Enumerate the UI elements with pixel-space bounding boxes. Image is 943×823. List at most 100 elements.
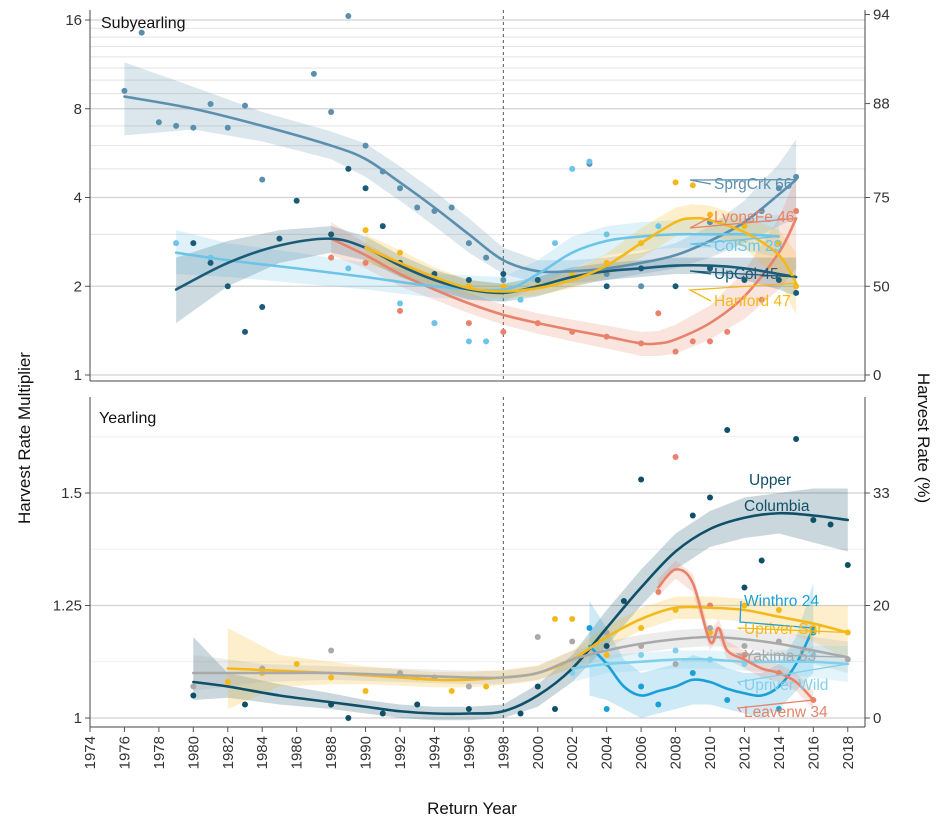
data-point-hanford-47 — [689, 182, 696, 189]
data-point-sprgcrk-66 — [483, 254, 490, 261]
label-leader-hanford-47 — [687, 282, 797, 302]
y-axis-title-right: Harvest Rate (%) — [914, 373, 933, 503]
data-point-upcol-45 — [672, 283, 679, 290]
data-point-upper-columbia — [827, 521, 834, 528]
data-point-sprgcrk-66 — [448, 204, 455, 211]
data-point-sprgcrk-66 — [155, 119, 162, 126]
series-line-upriver-wild — [570, 657, 850, 670]
data-point-upriver-wild — [638, 652, 645, 658]
data-point-upriver-spr — [569, 616, 576, 622]
label-leader-lyonsfe-46 — [689, 216, 797, 229]
series-line-upper-columbia — [192, 511, 850, 716]
data-point-winthro-24 — [638, 683, 645, 690]
data-point-upper-columbia — [620, 598, 627, 604]
data-point-hanford-47 — [775, 240, 782, 247]
data-point-leavenw-34 — [655, 589, 662, 595]
data-point-hanford-47 — [707, 211, 713, 218]
data-point-yakima-53 — [328, 647, 335, 654]
data-point-sprgcrk-66 — [397, 185, 403, 192]
data-point-colsm-29 — [397, 300, 403, 307]
data-point-upper-columbia — [190, 692, 197, 699]
data-point-upper-columbia — [603, 643, 610, 649]
data-point-upriver-wild — [672, 647, 679, 654]
y-tick-label: 16 — [65, 12, 82, 29]
y-right-tick-label: 0 — [873, 710, 881, 727]
data-point-yakima-53 — [190, 683, 197, 690]
label-leader-leavenw-34 — [736, 699, 814, 713]
series-label-colsm-29: ColSm 29 — [714, 238, 782, 255]
x-axis: 1974 1976 1978 1980 1982 1984 1986 1988 1990 1992… — [82, 380, 865, 769]
label-leader-yakima-53 — [735, 653, 848, 658]
data-point-sprgcrk-66 — [793, 173, 800, 180]
data-point-upper-columbia — [242, 701, 248, 708]
data-point-winthro-24 — [603, 706, 610, 712]
data-point-colsm-29 — [431, 320, 438, 327]
data-point-sprgcrk-66 — [500, 277, 507, 284]
series-label-upper-columbia: Columbia — [744, 498, 810, 515]
y-right-tick-label: 94 — [873, 7, 890, 24]
data-point-upriver-spr — [293, 661, 300, 667]
data-point-winthro-24 — [724, 697, 731, 703]
series-line-sprgcrk-66 — [123, 95, 798, 274]
y-right-tick-label: 50 — [873, 278, 890, 295]
x-tick-label: 1992 — [392, 736, 409, 769]
data-point-colsm-29 — [603, 231, 610, 238]
series-line-winthro-24 — [588, 626, 815, 698]
data-point-sprgcrk-66 — [465, 240, 472, 247]
x-tick-label: 2012 — [736, 736, 753, 769]
data-point-lyonsfe-46 — [397, 307, 403, 314]
label-leader-sprgcrk-66 — [689, 178, 797, 185]
data-point-upcol-45 — [293, 197, 300, 204]
data-point-sprgcrk-66 — [138, 29, 145, 36]
data-point-upcol-45 — [534, 277, 541, 284]
series-label-lyonsfe-46: LyonsFe 46 — [714, 209, 794, 226]
data-point-upper-columbia — [517, 710, 524, 717]
data-point-hanford-47 — [793, 283, 800, 290]
label-leader-winthro-24 — [739, 600, 814, 629]
x-tick-label: 2000 — [530, 736, 547, 769]
label-leader-colsm-29 — [689, 235, 779, 247]
data-point-sprgcrk-66 — [775, 185, 782, 192]
data-point-upriver-spr — [224, 679, 231, 685]
data-point-upper-columbia — [758, 557, 765, 564]
data-point-upcol-45 — [224, 283, 231, 290]
data-point-colsm-29 — [586, 158, 593, 165]
data-point-colsm-29 — [465, 338, 472, 345]
data-point-colsm-29 — [173, 240, 180, 247]
data-point-sprgcrk-66 — [242, 102, 248, 109]
data-point-upcol-45 — [741, 277, 748, 284]
y-right-tick-label: 88 — [873, 96, 890, 113]
x-tick-label: 2014 — [771, 736, 788, 769]
data-point-winthro-24 — [655, 701, 662, 708]
y-tick-label: 1.25 — [53, 598, 82, 615]
ci-ribbon-hanford-47 — [365, 204, 797, 315]
data-point-hanford-47 — [500, 283, 507, 290]
data-point-upper-columbia — [414, 701, 421, 708]
data-point-lyonsfe-46 — [500, 328, 507, 335]
ci-ribbon-lyonsfe-46 — [331, 176, 797, 356]
ci-ribbon-upcol-45 — [176, 226, 797, 324]
x-tick-label: 1988 — [323, 736, 340, 769]
data-point-upriver-spr — [448, 688, 455, 694]
data-point-sprgcrk-66 — [328, 108, 335, 115]
data-point-lyonsfe-46 — [328, 254, 335, 261]
series-line-colsm-29 — [174, 232, 781, 292]
x-tick-label: 1994 — [426, 736, 443, 769]
data-point-colsm-29 — [345, 265, 352, 272]
series-line-lyonsfe-46 — [329, 217, 798, 346]
data-point-upriver-spr — [603, 652, 610, 658]
data-point-yakima-53 — [465, 683, 472, 690]
data-point-yakima-53 — [707, 625, 713, 631]
y-right-tick-label: 0 — [873, 367, 881, 384]
data-point-upriver-spr — [328, 674, 335, 681]
x-tick-label: 2006 — [633, 736, 650, 769]
x-tick-label: 1996 — [461, 736, 478, 769]
data-point-lyonsfe-46 — [672, 348, 679, 355]
series-line-hanford-47 — [364, 216, 798, 293]
data-point-colsm-29 — [552, 240, 558, 247]
x-tick-label: 1980 — [185, 736, 202, 769]
x-tick-label: 1976 — [116, 736, 133, 769]
data-point-colsm-29 — [569, 165, 576, 172]
data-point-upper-columbia — [741, 584, 748, 591]
